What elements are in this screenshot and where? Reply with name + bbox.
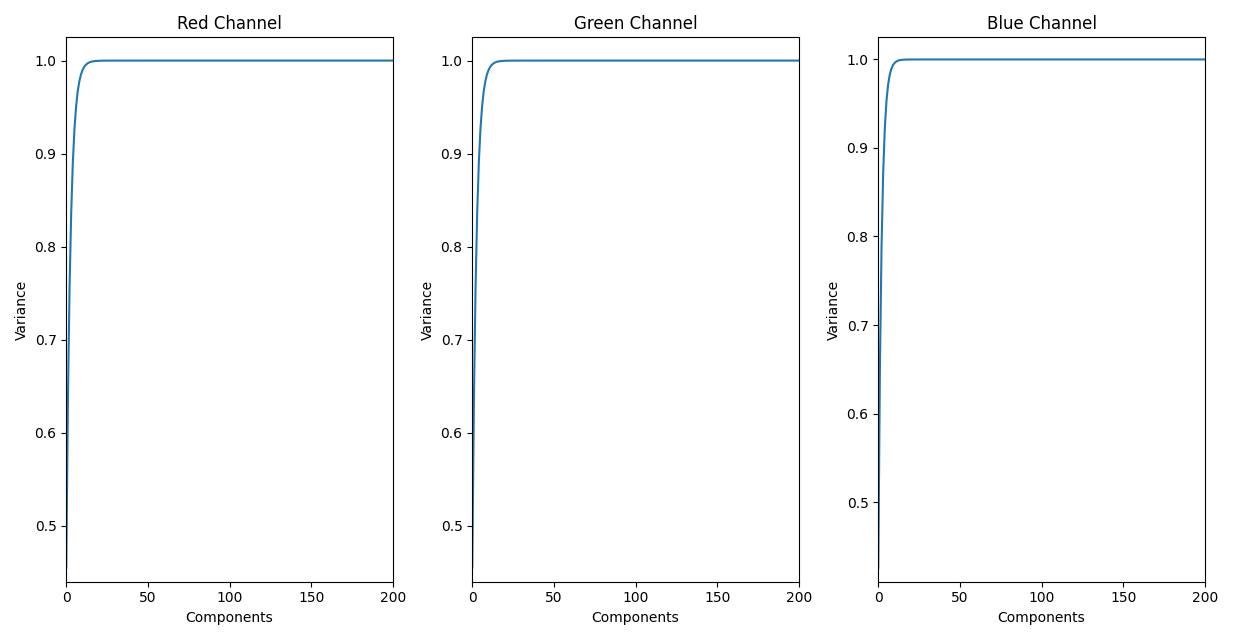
Y-axis label: Variance: Variance <box>827 280 841 340</box>
Title: Green Channel: Green Channel <box>573 15 698 33</box>
X-axis label: Components: Components <box>592 611 679 625</box>
X-axis label: Components: Components <box>997 611 1085 625</box>
Title: Blue Channel: Blue Channel <box>986 15 1096 33</box>
X-axis label: Components: Components <box>186 611 274 625</box>
Y-axis label: Variance: Variance <box>420 280 435 340</box>
Y-axis label: Variance: Variance <box>15 280 30 340</box>
Title: Red Channel: Red Channel <box>178 15 282 33</box>
